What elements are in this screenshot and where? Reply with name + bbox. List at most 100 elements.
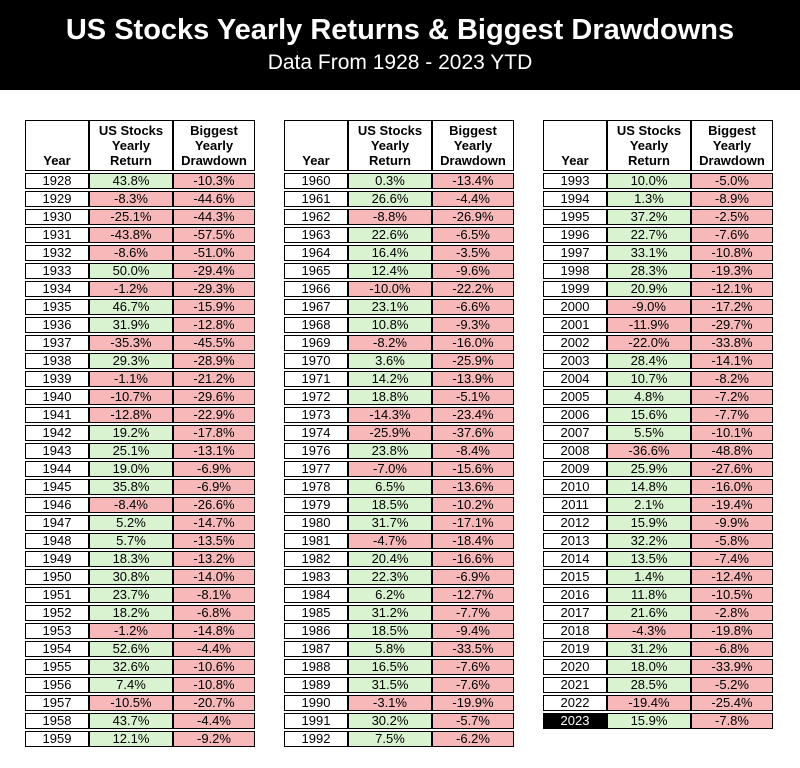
tables-container: Year US Stocks Yearly Return Biggest Yearl… — [0, 90, 800, 749]
table-row: 1960 0.3% -13.4% — [284, 173, 514, 189]
table-row: 1965 12.4% -9.6% — [284, 263, 514, 279]
table-row: 1947 5.2% -14.7% — [25, 515, 255, 531]
drawdown-cell: -5.2% — [691, 677, 773, 693]
table-row: 2022 -19.4% -25.4% — [543, 695, 773, 711]
table-row: 1929 -8.3% -44.6% — [25, 191, 255, 207]
table-row: 1957 -10.5% -20.7% — [25, 695, 255, 711]
table-row: 1962 -8.8% -26.9% — [284, 209, 514, 225]
drawdown-cell: -57.5% — [173, 227, 255, 243]
table-row: 1988 16.5% -7.6% — [284, 659, 514, 675]
return-cell: 30.8% — [89, 569, 173, 585]
return-cell: -9.0% — [607, 299, 691, 315]
year-cell: 1969 — [284, 335, 348, 351]
year-cell: 2017 — [543, 605, 607, 621]
drawdown-cell: -15.9% — [173, 299, 255, 315]
table-row: 1998 28.3% -19.3% — [543, 263, 773, 279]
return-cell: 35.8% — [89, 479, 173, 495]
year-cell: 2011 — [543, 497, 607, 513]
drawdown-cell: -6.6% — [432, 299, 514, 315]
return-cell: 52.6% — [89, 641, 173, 657]
year-cell: 1965 — [284, 263, 348, 279]
return-cell: 10.8% — [348, 317, 432, 333]
drawdown-cell: -9.6% — [432, 263, 514, 279]
table-row: 1980 31.7% -17.1% — [284, 515, 514, 531]
table-row: 2016 11.8% -10.5% — [543, 587, 773, 603]
drawdown-cell: -7.2% — [691, 389, 773, 405]
return-cell: 18.5% — [348, 623, 432, 639]
table-row: 1941 -12.8% -22.9% — [25, 407, 255, 423]
year-cell: 1991 — [284, 713, 348, 729]
return-cell: -10.7% — [89, 389, 173, 405]
return-cell: 18.0% — [607, 659, 691, 675]
table-row: 1977 -7.0% -15.6% — [284, 461, 514, 477]
drawdown-cell: -12.1% — [691, 281, 773, 297]
table-row: 1979 18.5% -10.2% — [284, 497, 514, 513]
table-row: 2006 15.6% -7.7% — [543, 407, 773, 423]
return-cell: -4.3% — [607, 623, 691, 639]
return-cell: 16.5% — [348, 659, 432, 675]
table-row: 1996 22.7% -7.6% — [543, 227, 773, 243]
table-row: 1983 22.3% -6.9% — [284, 569, 514, 585]
return-cell: 6.5% — [348, 479, 432, 495]
drawdown-cell: -7.8% — [691, 713, 773, 729]
page-subtitle: Data From 1928 - 2023 YTD — [267, 51, 533, 74]
table-row: 1976 23.8% -8.4% — [284, 443, 514, 459]
return-cell: 15.9% — [607, 713, 691, 729]
table-row: 2003 28.4% -14.1% — [543, 353, 773, 369]
drawdown-cell: -6.2% — [432, 731, 514, 747]
drawdown-cell: -16.6% — [432, 551, 514, 567]
return-cell: -11.9% — [607, 317, 691, 333]
drawdown-cell: -9.9% — [691, 515, 773, 531]
drawdown-cell: -33.5% — [432, 641, 514, 657]
table-row: 1959 12.1% -9.2% — [25, 731, 255, 747]
return-cell: 18.5% — [348, 497, 432, 513]
drawdown-cell: -12.7% — [432, 587, 514, 603]
drawdown-cell: -6.8% — [691, 641, 773, 657]
return-cell: -10.5% — [89, 695, 173, 711]
year-cell: 1988 — [284, 659, 348, 675]
return-cell: 25.1% — [89, 443, 173, 459]
table-row: 1999 20.9% -12.1% — [543, 281, 773, 297]
drawdown-cell: -15.6% — [432, 461, 514, 477]
table-row: 1964 16.4% -3.5% — [284, 245, 514, 261]
return-cell: 23.7% — [89, 587, 173, 603]
return-cell: -1.1% — [89, 371, 173, 387]
return-cell: 50.0% — [89, 263, 173, 279]
year-cell: 2003 — [543, 353, 607, 369]
table-row: 1974 -25.9% -37.6% — [284, 425, 514, 441]
table-row: 2002 -22.0% -33.8% — [543, 335, 773, 351]
drawdown-cell: -14.0% — [173, 569, 255, 585]
table-row: 1993 10.0% -5.0% — [543, 173, 773, 189]
return-cell: 30.2% — [348, 713, 432, 729]
return-cell: 22.6% — [348, 227, 432, 243]
year-cell: 2013 — [543, 533, 607, 549]
table-row: 1971 14.2% -13.9% — [284, 371, 514, 387]
drawdown-cell: -27.6% — [691, 461, 773, 477]
drawdown-cell: -16.0% — [432, 335, 514, 351]
year-cell: 2019 — [543, 641, 607, 657]
year-cell: 1939 — [25, 371, 89, 387]
year-cell: 1941 — [25, 407, 89, 423]
return-cell: 18.8% — [348, 389, 432, 405]
table-row: 1967 23.1% -6.6% — [284, 299, 514, 315]
return-cell: 5.5% — [607, 425, 691, 441]
return-cell: 20.4% — [348, 551, 432, 567]
drawdown-cell: -5.7% — [432, 713, 514, 729]
drawdown-cell: -33.8% — [691, 335, 773, 351]
return-cell: 31.7% — [348, 515, 432, 531]
drawdown-cell: -26.6% — [173, 497, 255, 513]
drawdown-cell: -22.9% — [173, 407, 255, 423]
drawdown-cell: -10.6% — [173, 659, 255, 675]
table-row: 1986 18.5% -9.4% — [284, 623, 514, 639]
drawdown-cell: -10.2% — [432, 497, 514, 513]
table-row: 1955 32.6% -10.6% — [25, 659, 255, 675]
return-cell: 31.9% — [89, 317, 173, 333]
return-cell: 11.8% — [607, 587, 691, 603]
year-cell: 1973 — [284, 407, 348, 423]
table-row: 2005 4.8% -7.2% — [543, 389, 773, 405]
year-cell: 2007 — [543, 425, 607, 441]
return-cell: -4.7% — [348, 533, 432, 549]
drawdown-cell: -8.1% — [173, 587, 255, 603]
drawdown-cell: -29.3% — [173, 281, 255, 297]
drawdown-cell: -10.8% — [173, 677, 255, 693]
